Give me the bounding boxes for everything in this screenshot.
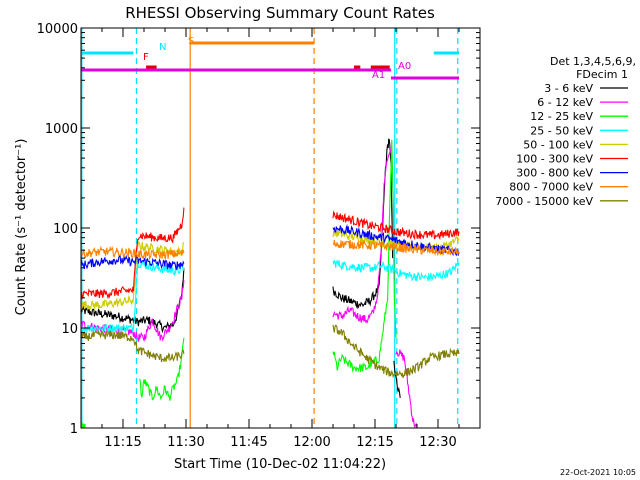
series-line-8-segment-1 [332,324,460,379]
plot-frame [80,27,481,429]
legend-label-2: 12 - 25 keV [530,110,593,123]
flag-label-2: S [188,36,194,47]
legend-header-line1: Det 1,3,4,5,6,9, [550,55,636,68]
series-line-2-segment-0 [81,420,86,428]
flag-label-4: A0 [398,61,411,72]
legend-label-7: 800 - 7000 keV [509,181,593,194]
x-tick-label-1: 11:30 [167,435,204,450]
series-line-2-segment-2 [332,139,397,373]
flag-label-1: F [143,52,149,63]
plot-clip-group [81,28,460,428]
x-axis-label: Start Time (10-Dec-02 11:04:22) [174,457,386,472]
series-line-3-segment-1 [332,259,460,282]
plot-area: NF S A1 A0 [81,28,460,428]
legend-label-0: 3 - 6 keV [544,82,593,95]
series-line-0-segment-2 [393,360,401,398]
series-line-2-segment-1 [139,337,185,401]
series-line-0-segment-0 [81,267,185,334]
series-line-7-segment-0 [81,245,185,261]
x-tick-label-0: 11:15 [104,435,141,450]
y-tick-label-1: 10 [61,322,78,337]
flag-label-3: A1 [372,70,385,81]
y-tick-label-3: 1000 [45,122,78,137]
series-line-6-segment-1 [332,223,460,257]
legend-label-5: 100 - 300 keV [516,153,593,166]
legend-label-3: 25 - 50 keV [530,124,593,137]
x-tick-label-5: 12:30 [419,435,456,450]
series-line-7-segment-1 [332,239,460,257]
series-line-3-segment-0 [81,260,185,334]
footer-timestamp: 22-Oct-2021 10:05 [560,468,636,477]
y-tick-label-4: 10000 [37,22,78,37]
x-tick-label-2: 11:45 [230,435,267,450]
series-line-6-segment-0 [81,254,185,270]
legend-label-1: 6 - 12 keV [537,96,593,109]
x-tick-label-4: 12:15 [356,435,393,450]
y-axis-label: Count Rate (s⁻¹ detector⁻¹) [14,139,29,316]
series-line-1-segment-1 [332,148,395,324]
series-line-5-segment-1 [332,210,460,241]
flag-label-0: N [159,42,166,53]
x-tick-label-3: 12:00 [293,435,330,450]
series-line-1-segment-2 [395,349,418,428]
legend-label-4: 50 - 100 keV [523,138,593,151]
series-line-5-segment-0 [81,207,185,300]
chart-title: RHESSI Observing Summary Count Rates [125,4,435,22]
legend-label-6: 300 - 800 keV [516,167,593,180]
series-line-4-segment-0 [81,240,185,310]
legend-header-line2: FDecim 1 [576,68,628,81]
legend-label-8: 7000 - 15000 keV [495,195,593,208]
axes: 1 10 100 1000 10000 11:15 11:30 11:45 12:00 12:15… [37,22,481,450]
y-tick-label-2: 100 [53,222,78,237]
series-line-8-segment-0 [81,330,185,363]
y-tick-label-0: 1 [70,422,78,437]
